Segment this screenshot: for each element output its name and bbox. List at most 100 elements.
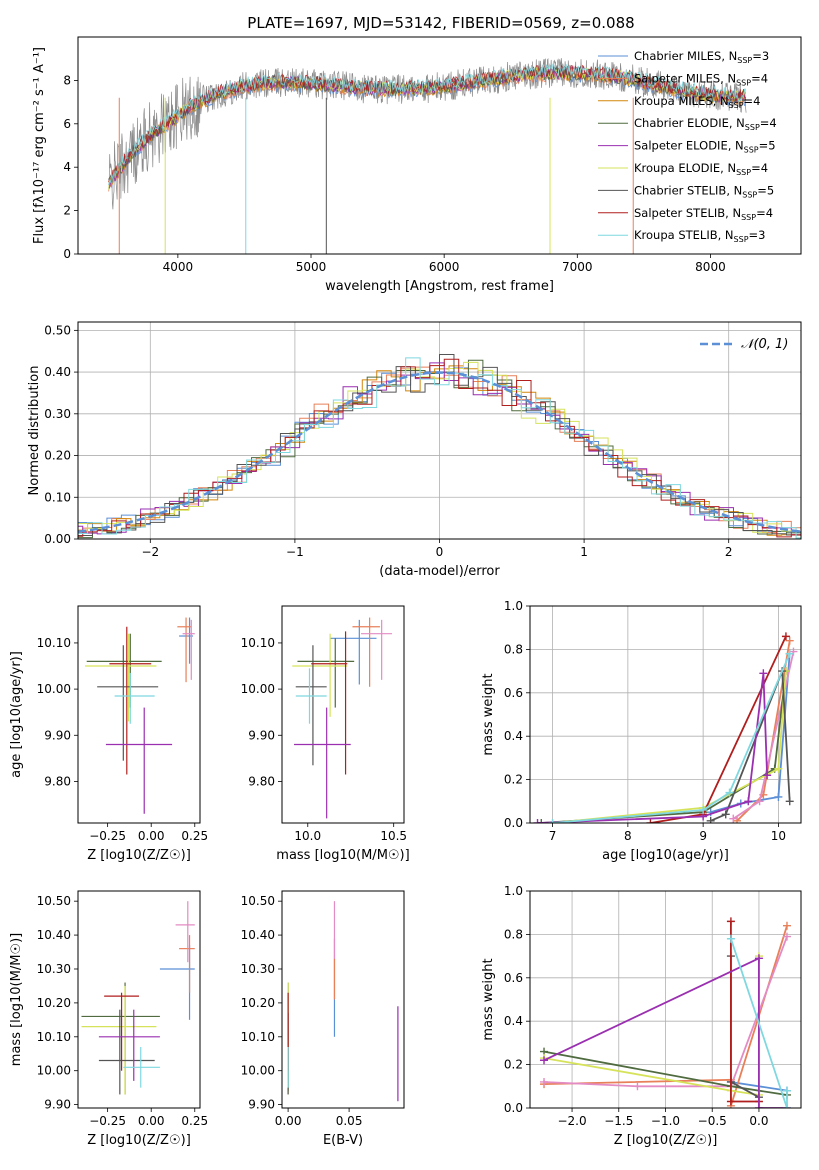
x-tick-label: 6000 xyxy=(429,260,460,274)
y-tick-label: 10.20 xyxy=(37,996,71,1010)
y-tick-label: 9.80 xyxy=(248,774,275,788)
weight-point xyxy=(755,797,764,806)
weight-line xyxy=(543,956,760,1097)
weight-point xyxy=(754,954,763,963)
plot-area xyxy=(108,57,747,254)
weight-point xyxy=(781,632,790,641)
y-tick-label: 0.2 xyxy=(504,773,523,787)
error-bar-marker xyxy=(105,707,173,814)
plot-area xyxy=(292,617,392,819)
weight-point xyxy=(782,932,791,941)
axes-weight_vs_age: 7 8 9 10 0.0 0.2 0.4 0.6 0.8 1.0 age [log10(age/yr… xyxy=(481,599,802,863)
residual-histogram xyxy=(78,357,801,539)
y-tick-label: 10.10 xyxy=(241,636,275,650)
y-tick-label: 0.00 xyxy=(44,532,71,546)
y-tick-label: 0.0 xyxy=(504,1101,523,1115)
weight-point xyxy=(754,1104,763,1108)
weight-point xyxy=(548,819,557,823)
y-tick-label: 10.00 xyxy=(241,1064,275,1078)
x-tick-label: 0.00 xyxy=(138,1114,165,1128)
plot-area xyxy=(81,901,195,1095)
x-tick-label: 0.05 xyxy=(336,1114,363,1128)
axes-residuals: −2 −1 0 1 2 0.00 0.10 0.20 0.30 0.40 0.50 (data-mod… xyxy=(27,321,802,579)
y-tick-label: 10.00 xyxy=(37,682,71,696)
y-tick-label: 9.90 xyxy=(44,728,71,742)
y-tick-label: 9.90 xyxy=(248,728,275,742)
x-tick-label: −1 xyxy=(286,545,304,559)
y-tick-label: 0.6 xyxy=(504,686,523,700)
y-tick-label: 0.40 xyxy=(44,365,71,379)
x-tick-label: 0.25 xyxy=(181,829,208,843)
weight-point xyxy=(774,792,783,801)
x-tick-label: −2 xyxy=(141,545,159,559)
x-tick-label: 9 xyxy=(699,829,707,843)
axes-frame xyxy=(77,36,802,255)
y-tick-label: 0 xyxy=(63,247,71,261)
spectrum-model-line xyxy=(108,66,746,190)
axes-age_vs_Z: −0.25 0.00 0.25 9.80 9.90 10.00 10.10 Z [log10(… xyxy=(9,605,208,863)
y-tick-label: 10.10 xyxy=(241,1030,275,1044)
axes-frame xyxy=(77,321,802,540)
error-bar-marker xyxy=(98,1009,155,1095)
y-tick-label: 10.20 xyxy=(241,996,275,1010)
weight-point xyxy=(782,1104,791,1108)
y-tick-label: 10.00 xyxy=(241,682,275,696)
normal-curve xyxy=(78,371,801,533)
x-tick-label: 0 xyxy=(436,545,444,559)
weight-point xyxy=(785,649,794,658)
error-bar-marker xyxy=(109,626,152,775)
legend: 𝒩(0, 1) xyxy=(700,337,788,352)
y-tick-label: 10.30 xyxy=(37,962,71,976)
weight-point xyxy=(726,917,735,926)
x-axis-label: age [log10(age/yr)] xyxy=(602,848,729,863)
plot-area xyxy=(84,617,195,814)
weight-line xyxy=(710,670,791,822)
x-tick-label: 8000 xyxy=(695,260,726,274)
legend-label: Chabrier STELIB, NSSP=5 xyxy=(634,183,774,199)
axes-mass_vs_EBV: 0.00 0.05 9.90 10.00 10.10 10.20 10.30 10.40 10.… xyxy=(241,890,405,1148)
axes-frame xyxy=(281,890,405,1109)
y-tick-label: 0.30 xyxy=(44,407,71,421)
error-bar-marker xyxy=(311,631,348,775)
y-tick-label: 0.8 xyxy=(504,642,523,656)
y-tick-label: 9.90 xyxy=(44,1098,71,1112)
x-axis-label: Z [log10(Z/Z☉)] xyxy=(87,848,191,863)
error-bar-marker xyxy=(295,645,327,766)
weight-line xyxy=(537,673,768,823)
figure-title: PLATE=1697, MJD=53142, FIBERID=0569, z=0… xyxy=(247,14,634,32)
weight-series xyxy=(733,636,794,823)
error-bar-marker xyxy=(330,619,377,685)
legend: Chabrier MILES, NSSP=3 Salpeter MILES, NS… xyxy=(598,49,777,244)
weight-point xyxy=(785,636,794,645)
x-tick-label: 10.0 xyxy=(294,829,321,843)
x-tick-label: 4000 xyxy=(163,260,194,274)
axes-frame xyxy=(77,605,201,824)
legend-label: Salpeter ELODIE, NSSP=5 xyxy=(634,139,776,155)
error-bar-marker xyxy=(294,707,351,819)
x-tick-label: −1.5 xyxy=(604,1114,633,1128)
legend-label: Kroupa ELODIE, NSSP=4 xyxy=(634,161,768,177)
y-tick-label: 0.0 xyxy=(504,816,523,830)
y-axis-label: age [log10(age/yr)] xyxy=(9,651,24,778)
y-axis-label: mass [log10(M/M☉)] xyxy=(9,933,24,1066)
weight-point xyxy=(744,797,753,806)
y-tick-label: 0.6 xyxy=(504,971,523,985)
x-tick-label: 1 xyxy=(580,545,588,559)
error-bar-marker xyxy=(97,645,159,761)
legend-label: 𝒩(0, 1) xyxy=(741,337,788,352)
weight-series xyxy=(726,952,763,1102)
x-tick-label: 8 xyxy=(624,829,632,843)
weight-point xyxy=(537,819,546,823)
x-tick-label: 5000 xyxy=(296,260,327,274)
y-tick-label: 10.00 xyxy=(37,1064,71,1078)
y-tick-label: 0.4 xyxy=(504,1014,523,1028)
weight-point xyxy=(633,1082,642,1091)
y-axis-label: mass weight xyxy=(481,958,496,1040)
error-bar-marker xyxy=(123,1046,160,1088)
weight-point xyxy=(725,788,734,797)
y-tick-label: 4 xyxy=(63,160,71,174)
error-bar-marker xyxy=(104,992,139,1071)
weight-point xyxy=(782,1086,791,1095)
legend-label: Kroupa MILES, NSSP=4 xyxy=(634,94,760,110)
